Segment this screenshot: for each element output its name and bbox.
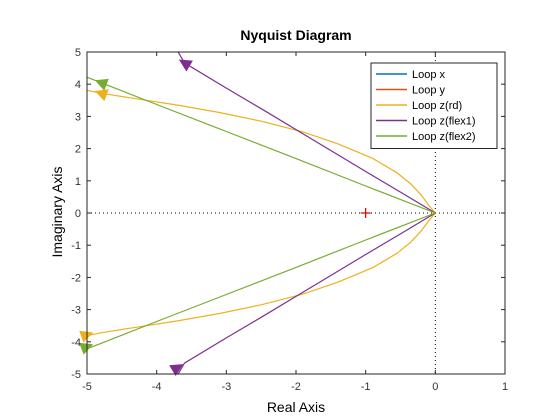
x-tick-label: 1 — [502, 381, 508, 393]
series-line-loop-z-flex2-mirror — [87, 212, 436, 350]
y-tick-label: -5 — [71, 369, 81, 381]
y-tick-label: 4 — [75, 79, 81, 91]
legend-label: Loop y — [412, 85, 446, 97]
direction-arrow-loop-z-rd — [94, 89, 109, 102]
y-tick-label: -4 — [71, 337, 81, 349]
x-tick-label: -2 — [291, 381, 301, 393]
series-line-loop-z-rd — [87, 89, 436, 214]
x-tick-label: -1 — [361, 381, 371, 393]
y-tick-label: -3 — [71, 305, 81, 317]
direction-arrow-loop-z-flex1 — [169, 364, 184, 377]
direction-arrows — [79, 59, 193, 377]
series-line-loop-z-rd-mirror — [87, 212, 436, 337]
chart-title: Nyquist Diagram — [240, 27, 351, 43]
legend-label: Loop z(flex1) — [412, 116, 476, 128]
y-tick-label: 3 — [75, 111, 81, 123]
x-tick-label: -3 — [221, 381, 231, 393]
y-tick-label: 2 — [75, 144, 81, 156]
legend-label: Loop z(flex2) — [412, 131, 476, 143]
zero-lines — [87, 52, 505, 374]
critical-point-marker — [360, 208, 371, 218]
y-tick-label: 1 — [75, 176, 81, 188]
direction-arrow-loop-z-flex1 — [178, 59, 193, 72]
direction-arrow-loop-z-flex2 — [94, 78, 109, 91]
axis-ticks: -5 -4 -3 -2 -1 0 1 -5 -4 -3 -2 -1 0 1 2 3 4 5 — [71, 47, 508, 393]
y-tick-label: -2 — [71, 272, 81, 284]
y-axis-label: Imaginary Axis — [49, 166, 65, 257]
y-tick-label: 5 — [75, 47, 81, 59]
x-tick-label: -4 — [152, 381, 162, 393]
legend-label: Loop x — [412, 69, 446, 81]
direction-arrow-loop-z-rd — [79, 330, 94, 343]
legend: Loop x Loop y Loop z(rd) Loop z(flex1) Loop … — [370, 62, 498, 149]
y-tick-label: -1 — [71, 240, 81, 252]
x-tick-label: -5 — [82, 381, 92, 393]
series-line-loop-z-flex1-mirror — [177, 212, 436, 374]
x-tick-label: 0 — [432, 381, 438, 393]
x-axis-label: Real Axis — [267, 399, 325, 415]
y-tick-label: 0 — [75, 208, 81, 220]
legend-label: Loop z(rd) — [412, 100, 462, 112]
series-line-loop-z-flex1 — [177, 52, 436, 214]
direction-arrow-loop-z-flex2 — [79, 342, 94, 355]
